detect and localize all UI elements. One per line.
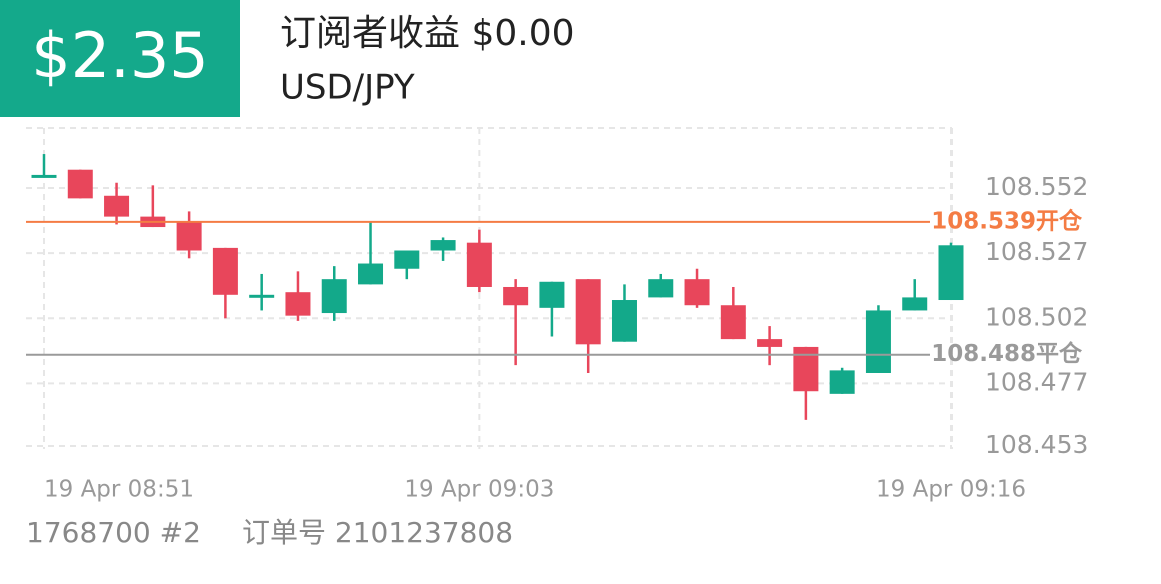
candle-body: [648, 279, 674, 298]
y-tick-label: 108.502: [985, 302, 1088, 331]
symbol: USD/JPY: [280, 68, 415, 108]
profit-box: [0, 0, 240, 117]
profit: $2.35: [31, 19, 209, 92]
candle-body: [31, 174, 57, 178]
candle-body: [67, 169, 93, 199]
candle-body: [575, 279, 601, 345]
candle-body: [285, 292, 311, 316]
candle-body: [212, 247, 238, 295]
y-tick-label: 108.477: [985, 367, 1088, 396]
candle-body: [104, 195, 130, 217]
candle-body: [865, 310, 891, 373]
candle-body: [902, 297, 928, 311]
title: 订阅者收益 $0.00: [280, 13, 575, 54]
candle-body: [611, 300, 637, 342]
candle-body: [394, 250, 420, 269]
candle-body: [358, 263, 384, 285]
order-number: 订单号 2101237808: [242, 516, 513, 549]
account: 1768700 #2: [26, 516, 201, 549]
candle-body: [466, 242, 492, 287]
candle-body: [249, 294, 275, 298]
candle-body: [321, 279, 347, 314]
candle-body: [793, 346, 819, 392]
price-line-label: 108.488平仓: [931, 340, 1083, 367]
candle-body: [430, 240, 456, 251]
x-tick-label: 19 Apr 09:16: [876, 477, 1026, 503]
candle-body: [829, 370, 855, 394]
candle-body: [539, 281, 565, 308]
candle-body: [176, 221, 202, 251]
y-tick-label: 108.552: [985, 172, 1088, 201]
candle-body: [720, 305, 746, 340]
candle-body: [757, 339, 783, 347]
y-tick-label: 108.527: [985, 237, 1088, 266]
candle-body: [938, 245, 964, 301]
candle-body: [503, 286, 529, 306]
y-tick-label: 108.453: [985, 430, 1088, 459]
x-tick-label: 19 Apr 09:03: [404, 477, 554, 503]
price-line-label: 108.539开仓: [931, 207, 1083, 234]
x-tick-label: 19 Apr 08:51: [44, 477, 194, 503]
candle-body: [684, 279, 710, 306]
